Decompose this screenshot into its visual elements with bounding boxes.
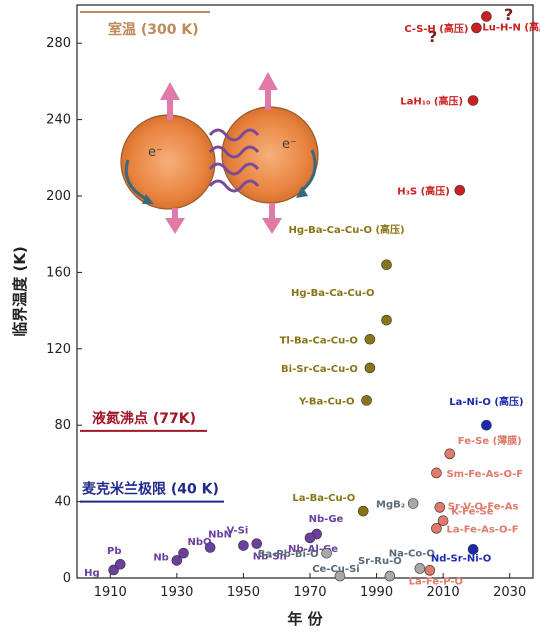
data-point (364, 333, 376, 345)
y-axis-label: 临界温度 (K) (11, 246, 29, 337)
data-point (414, 563, 426, 574)
x-tick-label: 1970 (293, 585, 326, 600)
point-label: Nb-Al-Ge (288, 544, 338, 555)
point-label: Sr-V-O-Fe-As (448, 501, 519, 512)
y-tick-label: 0 (63, 571, 71, 586)
point-label: MgB₂ (376, 500, 405, 511)
data-point (384, 570, 396, 582)
point-label: Y-Ba-Cu-O (298, 396, 355, 407)
point-label: Ce-Cu-Si (312, 564, 360, 575)
x-tick-label: 2010 (427, 585, 460, 600)
series-group: H₃S (高压) LaH₁₀ (高压) C-S-H (高压) Lu-H-N (高压) (397, 11, 540, 197)
data-point (454, 184, 466, 196)
point-label: C-S-H (高压) (404, 22, 468, 35)
point-label: Bi-Sr-Ca-Cu-O (281, 364, 358, 375)
data-point (444, 448, 456, 460)
y-tick-label: 80 (54, 418, 71, 433)
svg-text:e⁻: e⁻ (282, 137, 297, 152)
question-mark: ? (428, 27, 437, 46)
cooper-pair-illustration: e⁻ e⁻ (120, 72, 319, 234)
y-tick-label: 160 (46, 265, 71, 280)
reference-line-label: 室温 (300 K) (108, 21, 199, 38)
data-point (361, 395, 372, 406)
point-label: Sm-Fe-As-O-F (446, 469, 523, 480)
data-point (467, 95, 479, 106)
point-label: K-Fe-Se (451, 507, 494, 518)
reference-line-label: 麦克米兰极限 (40 K) (82, 481, 219, 498)
point-label: La-Fe-As-O-F (446, 524, 518, 535)
reference-lines: 室温 (300 K) 液氮沸点 (77K) 麦克米兰极限 (40 K)?? (80, 5, 513, 503)
point-label: Nb (153, 552, 169, 563)
reference-line-label: 液氮沸点 (77K) (92, 410, 196, 427)
point-label: NbO (188, 537, 212, 548)
y-tick-label: 200 (46, 189, 71, 204)
data-point (381, 314, 392, 326)
point-label: LaH₁₀ (高压) (400, 95, 463, 108)
point-label: Pb (107, 546, 122, 557)
data-point (238, 540, 249, 551)
plot-frame (76, 4, 534, 579)
point-label: V-Si (227, 526, 249, 537)
data-point (407, 498, 419, 509)
x-tick-label: 1950 (227, 585, 260, 600)
x-tick-label: 1910 (94, 585, 127, 600)
data-point (467, 544, 479, 555)
data-point (304, 532, 316, 544)
data-point (171, 555, 183, 566)
data-point (357, 505, 369, 517)
data-point (471, 22, 482, 34)
series-group: Nd-Sr-Ni-O La-Ni-O (高压) (431, 395, 524, 564)
data-point (334, 570, 346, 582)
point-label: Sr-Ru-O (358, 556, 402, 567)
data-point (424, 565, 436, 576)
point-label: La-Fe-P-O (409, 576, 463, 587)
data-point (251, 538, 263, 549)
point-label: Ba-Pb-Bi-O (258, 549, 319, 560)
y-tick-label: 120 (46, 342, 71, 357)
data-point (431, 523, 442, 534)
data-point (434, 502, 446, 513)
question-mark: ? (504, 5, 513, 24)
data-point (381, 259, 392, 271)
x-tick-label: 1930 (160, 585, 193, 600)
data-point (114, 558, 126, 570)
point-label: H₃S (高压) (397, 184, 450, 197)
point-label: Fe-Se (薄膜) (458, 434, 522, 447)
point-label: Hg (84, 568, 100, 579)
point-label: La-Ba-Cu-O (292, 493, 355, 504)
point-label: Lu-H-N (高压) (482, 20, 540, 33)
y-tick-label: 280 (46, 36, 71, 51)
x-tick-label: 1990 (360, 585, 393, 600)
series-group: La-Fe-P-O La-Fe-As-O-F K-Fe-SeSr-V-O-Fe-As… (409, 434, 524, 588)
x-tick-label: 2030 (493, 585, 526, 600)
point-label: NbN (208, 529, 232, 540)
point-label: Nb-Ge (309, 514, 344, 525)
data-point (321, 547, 332, 559)
point-label: Tl-Ba-Ca-Cu-O (280, 335, 358, 346)
data-point (204, 542, 216, 553)
y-tick-label: 40 (54, 495, 71, 510)
data-point (437, 515, 449, 527)
point-label: Nd-Sr-Ni-O (431, 553, 491, 564)
data-point (178, 547, 189, 559)
x-axis-label: 年 份 (287, 610, 323, 628)
point-label: Hg-Ba-Ca-Cu-O (高压) (288, 223, 404, 236)
data-point (481, 11, 492, 22)
point-label: Hg-Ba-Ca-Cu-O (291, 288, 375, 299)
svg-text:e⁻: e⁻ (148, 145, 163, 160)
y-tick-label: 240 (46, 113, 71, 128)
point-label: Na-Co-O (389, 548, 435, 559)
data-point (364, 362, 376, 374)
point-label: Nb-Sn (253, 552, 287, 563)
data-point (431, 467, 442, 479)
data-point (481, 419, 492, 431)
series-group: La-Ba-Cu-O Y-Ba-Cu-O Bi-Sr-Ca-Cu-O Tl-Ba-Ca… (280, 223, 405, 517)
point-label: La-Ni-O (高压) (449, 395, 523, 408)
axes: 0 40 80 120 160 200 240 280 1910 1930 1950 1970 1990… (11, 4, 534, 628)
